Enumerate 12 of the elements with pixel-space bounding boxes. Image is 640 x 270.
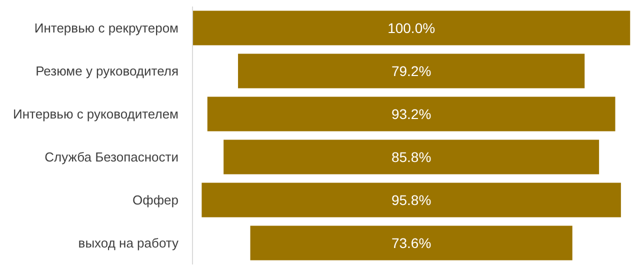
data-label: 73.6% [391,235,432,251]
data-label: 95.8% [391,192,432,208]
data-label: 85.8% [391,149,432,165]
category-label: Служба Безопасности [44,150,179,164]
data-label: 79.2% [391,63,432,79]
category-label: Оффер [132,192,179,208]
category-label: Интервью с руководителем [13,106,179,122]
data-label: 93.2% [391,106,432,122]
category-label: Интервью с рекрутером [34,20,179,36]
category-label: выход на работу [78,236,179,250]
data-label: 100.0% [388,20,436,36]
category-label: Резюме у руководителя [36,64,179,78]
